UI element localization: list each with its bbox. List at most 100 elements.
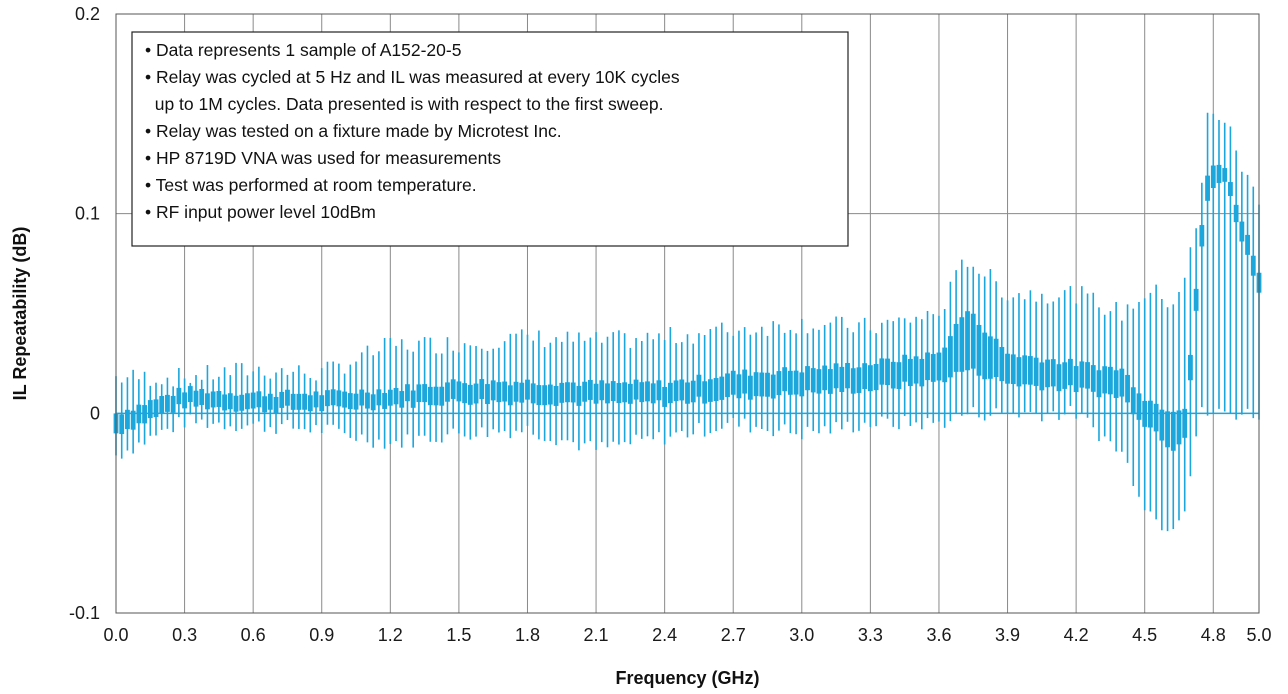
box-body — [387, 389, 393, 406]
box-body — [816, 369, 822, 394]
box-body — [947, 336, 953, 378]
box-mark — [839, 316, 845, 430]
box-body — [1028, 356, 1033, 385]
box-body — [290, 393, 296, 410]
box-mark — [1096, 307, 1102, 441]
box-mark — [587, 337, 593, 442]
box-mark — [439, 353, 445, 443]
box-body — [782, 367, 788, 392]
box-mark — [639, 340, 645, 439]
box-mark — [393, 345, 399, 442]
box-body — [713, 378, 719, 401]
box-mark — [227, 375, 233, 427]
box-mark — [856, 322, 862, 431]
box-body — [1239, 221, 1245, 242]
box-body — [993, 338, 999, 377]
box-mark — [1228, 126, 1233, 414]
y-tick-label: 0 — [90, 403, 100, 423]
box-mark — [239, 363, 245, 429]
box-mark — [405, 349, 410, 435]
box-mark — [736, 330, 742, 427]
y-tick-label: 0.1 — [75, 204, 100, 224]
annotation-line: • Relay was tested on a fixture made by … — [145, 121, 562, 141]
box-mark — [205, 365, 210, 428]
box-body — [633, 379, 639, 400]
box-body — [1188, 354, 1193, 381]
box-body — [285, 389, 290, 406]
box-body — [1205, 175, 1210, 201]
box-mark — [793, 333, 799, 435]
box-body — [245, 393, 250, 410]
box-body — [427, 386, 433, 406]
box-mark — [1073, 303, 1079, 419]
box-body — [542, 385, 548, 406]
box-mark — [1119, 320, 1125, 452]
box-mark — [570, 341, 576, 443]
box-body — [233, 395, 239, 412]
x-tick-label: 0.0 — [103, 625, 128, 645]
box-body — [965, 311, 970, 371]
box-body — [1210, 165, 1216, 188]
box-mark — [1245, 174, 1250, 409]
x-axis-title: Frequency (GHz) — [615, 668, 759, 688]
box-body — [593, 383, 599, 404]
box-mark — [622, 333, 628, 443]
box-mark — [685, 334, 690, 438]
box-mark — [193, 375, 199, 424]
box-body — [502, 381, 508, 402]
box-body — [530, 383, 536, 404]
box-body — [1022, 355, 1028, 385]
box-mark — [725, 332, 730, 423]
box-body — [1159, 409, 1165, 441]
box-body — [1102, 366, 1108, 394]
box-mark — [256, 366, 262, 422]
box-mark — [416, 340, 422, 436]
box-body — [730, 370, 736, 395]
x-tick-label: 0.6 — [241, 625, 266, 645]
box-mark — [267, 378, 273, 428]
box-body — [930, 354, 936, 382]
box-mark — [547, 342, 553, 441]
box-mark — [833, 316, 839, 423]
box-mark — [645, 332, 650, 437]
box-body — [330, 389, 336, 406]
box-mark — [610, 332, 616, 442]
box-mark — [1182, 277, 1188, 512]
box-mark — [787, 330, 793, 434]
box-mark — [445, 337, 450, 435]
box-mark — [827, 322, 833, 434]
box-body — [747, 375, 753, 400]
box-body — [473, 383, 479, 404]
y-tick-label: -0.1 — [69, 603, 100, 623]
box-mark — [399, 339, 405, 448]
box-mark — [713, 326, 719, 432]
box-mark — [593, 332, 599, 450]
box-mark — [262, 375, 267, 432]
box-body — [462, 383, 468, 404]
box-mark — [650, 339, 656, 440]
box-mark — [1222, 122, 1228, 412]
box-body — [845, 362, 850, 389]
box-body — [445, 382, 450, 402]
box-mark — [279, 368, 285, 425]
box-body — [1176, 410, 1182, 445]
box-mark — [233, 362, 239, 432]
box-mark — [873, 333, 879, 427]
box-mark — [1136, 302, 1142, 497]
y-axis-title: IL Repeatability (dB) — [10, 227, 30, 401]
annotation-line: • Test was performed at room temperature… — [145, 175, 477, 195]
box-body — [553, 385, 559, 406]
box-mark — [867, 330, 873, 427]
box-mark — [290, 371, 296, 429]
box-body — [410, 390, 416, 408]
box-body — [525, 379, 530, 400]
box-body — [822, 365, 828, 391]
box-body — [827, 369, 833, 394]
box-body — [1193, 288, 1199, 311]
box-body — [519, 382, 525, 403]
box-body — [873, 364, 879, 391]
box-body — [325, 390, 330, 407]
box-body — [936, 352, 942, 381]
box-mark — [450, 350, 456, 429]
box-mark — [690, 343, 696, 435]
